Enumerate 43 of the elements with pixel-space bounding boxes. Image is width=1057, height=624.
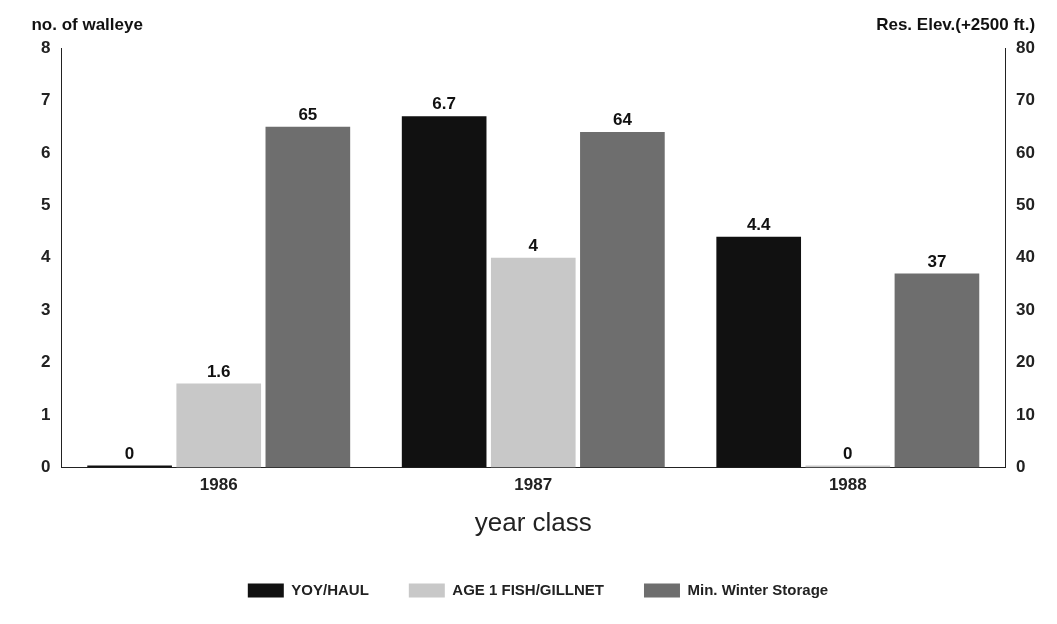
y2-tick-label: 60	[1016, 142, 1036, 162]
y2-tick-label: 50	[1016, 194, 1036, 214]
y2-tick-label: 30	[1016, 299, 1036, 319]
data-label: 4	[528, 235, 539, 255]
bar	[716, 236, 802, 468]
data-label: 6.7	[432, 94, 456, 114]
y2-tick-label: 0	[1016, 457, 1026, 477]
y2-tick-label: 80	[1016, 37, 1036, 57]
bar	[265, 126, 351, 468]
y-tick-label: 3	[40, 299, 51, 319]
y-tick-label: 2	[40, 352, 51, 372]
data-label: 64	[612, 110, 633, 130]
y2-tick-label: 20	[1016, 352, 1036, 372]
y2-tick-label: 70	[1016, 90, 1036, 110]
x-axis-title: year class	[474, 506, 592, 537]
x-tick-label: 1988	[828, 475, 867, 495]
y2-axis-title: Res. Elev.(+2500 ft.)	[876, 15, 1036, 35]
bar	[580, 131, 665, 468]
y-axis-title: no. of walleye	[31, 15, 143, 35]
bar	[490, 257, 576, 468]
y-tick-label: 5	[40, 194, 51, 214]
data-label: 37	[927, 251, 947, 271]
data-label: 4.4	[746, 214, 772, 234]
legend-label: AGE 1 FISH/GILLNET	[452, 580, 604, 598]
y-tick-label: 8	[40, 37, 51, 57]
data-label: 0	[124, 443, 135, 463]
bar	[176, 383, 262, 468]
y2-tick-label: 40	[1016, 247, 1036, 267]
y-tick-label: 1	[40, 404, 51, 424]
y-tick-label: 6	[40, 142, 51, 162]
y2-tick-label: 10	[1016, 404, 1036, 424]
bar	[401, 116, 487, 468]
y-tick-label: 0	[40, 457, 51, 477]
legend-label: Min. Winter Storage	[687, 580, 829, 598]
legend-label: YOY/HAUL	[291, 580, 369, 598]
bar	[894, 273, 980, 468]
data-label: 0	[843, 443, 853, 463]
y-tick-label: 4	[40, 247, 51, 267]
y-tick-label: 7	[40, 90, 51, 110]
x-tick-label: 1986	[199, 475, 238, 495]
data-label: 65	[298, 104, 318, 124]
data-label: 1.6	[206, 361, 231, 381]
x-tick-label: 1987	[514, 475, 553, 495]
